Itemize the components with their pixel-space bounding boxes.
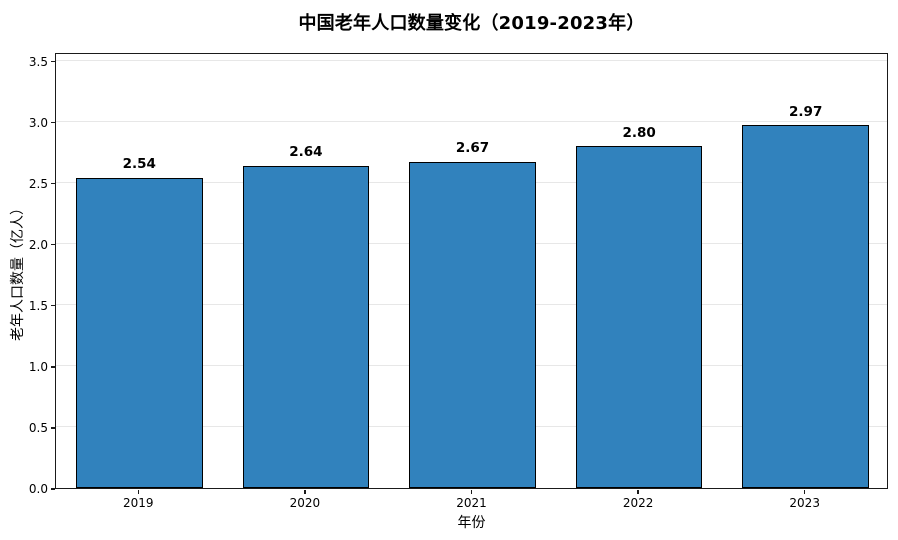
- plot-area: 2.54 2.64 2.67 2.80 2.97: [55, 53, 888, 489]
- x-tick-mark: [137, 490, 139, 494]
- y-tick-mark: [51, 488, 55, 490]
- x-axis-label: 年份: [457, 515, 486, 531]
- y-tick-label: 3.0: [28, 115, 48, 130]
- y-tick-label: 3.5: [28, 54, 48, 69]
- x-tick-mark: [637, 490, 639, 494]
- y-tick-label: 2.0: [28, 237, 48, 252]
- y-tick-mark: [51, 427, 55, 429]
- chart-title: 中国老年人口数量变化（2019-2023年）: [298, 13, 645, 34]
- x-tick-label: 2021: [456, 496, 487, 510]
- bar: [742, 125, 869, 488]
- x-tick-mark: [304, 490, 306, 494]
- bar-value-label: 2.64: [289, 144, 323, 161]
- gridline: [56, 60, 887, 62]
- bar: [242, 165, 370, 488]
- y-tick-label: 1.5: [28, 298, 48, 313]
- gridline: [56, 121, 887, 123]
- x-tick-label: 2020: [289, 496, 321, 510]
- x-tick-label: 2019: [123, 496, 154, 510]
- bars-layer: 2.54 2.64 2.67 2.80 2.97: [56, 54, 887, 488]
- y-axis-label: 老年人口数量（亿人）: [10, 201, 26, 341]
- x-tick-label: 2022: [622, 496, 654, 510]
- bar-value-label: 2.67: [455, 140, 490, 157]
- bar: [75, 177, 203, 488]
- bar: [409, 161, 536, 488]
- bar-value-label: 2.80: [622, 124, 656, 141]
- y-tick-label: 1.0: [28, 359, 48, 374]
- y-tick-mark: [51, 121, 55, 124]
- y-tick-mark: [51, 366, 55, 368]
- x-tick-mark: [470, 490, 473, 494]
- bar-value-label: 2.97: [789, 103, 823, 120]
- bar-value-label: 2.54: [122, 156, 156, 173]
- x-tick-label: 2023: [789, 496, 820, 510]
- y-tick-mark: [51, 305, 55, 307]
- y-tick-label: 0.5: [28, 420, 48, 435]
- y-tick-label: 2.5: [28, 176, 48, 191]
- y-tick-mark: [51, 183, 55, 185]
- y-tick-mark: [51, 244, 55, 246]
- x-tick-mark: [804, 490, 806, 494]
- bar: [575, 146, 703, 488]
- y-tick-label: 0.0: [28, 482, 48, 496]
- y-tick-mark: [51, 60, 55, 63]
